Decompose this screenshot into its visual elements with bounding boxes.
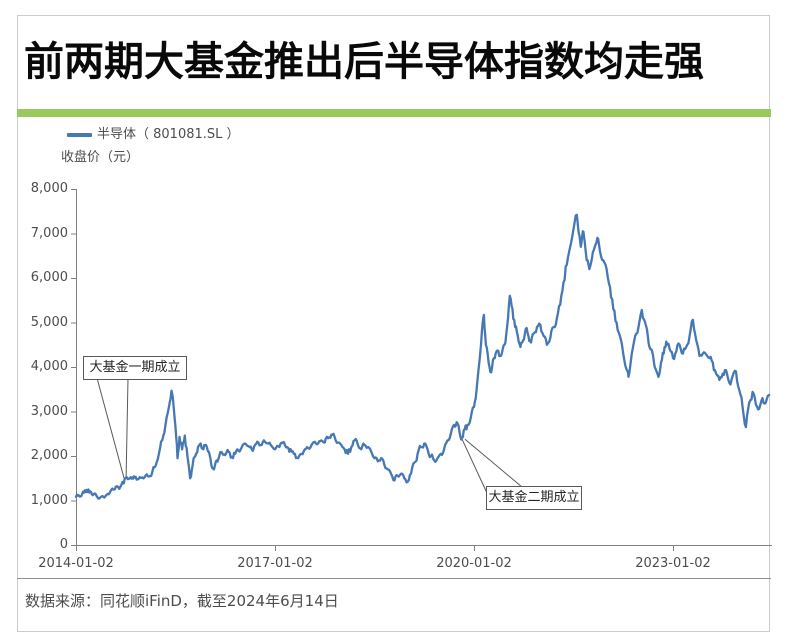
annotation-fund-phase1: 大基金一期成立 [83, 356, 187, 380]
x-tick-label: 2020-01-02 [436, 556, 512, 571]
y-tick-label: 5,000 [30, 314, 68, 330]
annotation-fund-phase2: 大基金二期成立 [486, 486, 582, 510]
footer-divider [17, 578, 771, 579]
y-tick-label: 8,000 [30, 181, 68, 196]
y-tick-label: 4,000 [30, 359, 68, 374]
y-tick-label: 0 [59, 537, 68, 552]
page-title: 前两期大基金推出后半导体指数均走强 [24, 39, 704, 85]
y-tick-label: 1,000 [30, 492, 68, 508]
data-source-note: 数据来源：同花顺iFinD，截至2024年6月14日 [25, 592, 339, 610]
y-axis-title: 收盘价（元） [61, 150, 140, 165]
x-tick-label: 2023-01-02 [635, 556, 711, 571]
legend-series-label: 半导体（ 801081.SL ） [97, 127, 240, 142]
x-tick-label: 2014-01-02 [38, 556, 114, 571]
legend-line-swatch [67, 133, 92, 137]
title-underline-bar [17, 109, 771, 117]
x-tick-label: 2017-01-02 [237, 556, 313, 571]
y-tick-label: 7,000 [30, 225, 68, 241]
y-tick-label: 2,000 [30, 448, 68, 463]
y-tick-label: 3,000 [30, 403, 68, 419]
y-tick-label: 6,000 [30, 270, 68, 285]
